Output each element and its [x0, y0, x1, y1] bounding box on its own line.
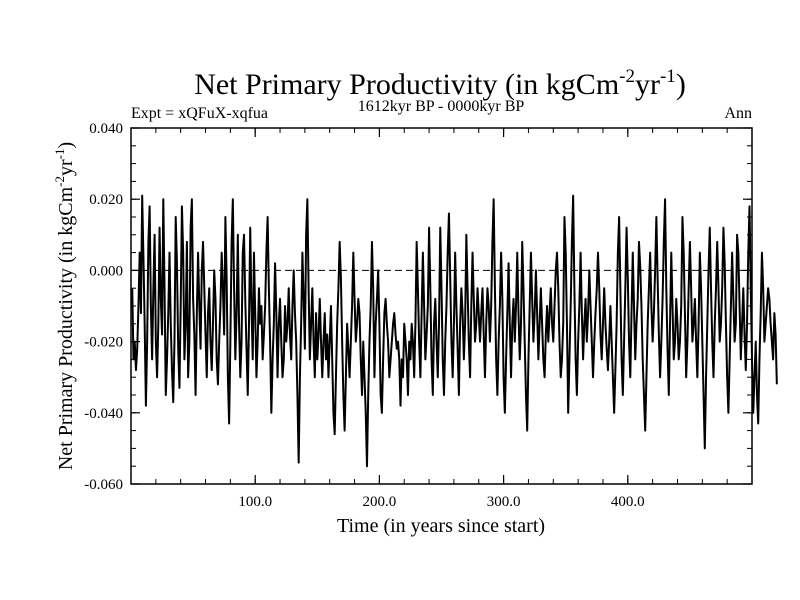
experiment-label: Expt = xQFuX-xqfua [131, 105, 268, 122]
chart-title: Net Primary Productivity (in kgCm-2yr-1) [194, 66, 686, 101]
series-layer [131, 194, 778, 468]
series-line-0 [131, 194, 778, 468]
x-tick-label: 300.0 [487, 494, 521, 510]
x-axis-label: Time (in years since start) [337, 515, 545, 537]
x-tick-label: 200.0 [363, 494, 397, 510]
y-tick-label: 0.040 [89, 121, 123, 137]
y-tick-label: -0.020 [84, 335, 123, 351]
tick-layer: -0.060 -0.040 -0.020 0.000 0.020 0.040 100.0 20… [84, 121, 753, 510]
y-axis-label: Net Primary Productivity (in kgCm-2yr-1) [52, 142, 77, 470]
x-tick-label: 400.0 [611, 494, 645, 510]
y-tick-label: 0.020 [89, 192, 123, 208]
y-tick-label: 0.000 [89, 263, 123, 279]
season-label: Ann [724, 105, 752, 122]
y-tick-label: -0.060 [84, 477, 123, 493]
time-range-label: 1612kyr BP - 0000kyr BP [358, 98, 525, 115]
x-tick-label: 100.0 [238, 494, 272, 510]
y-tick-label: -0.040 [84, 406, 123, 422]
plot-frame [130, 127, 753, 485]
